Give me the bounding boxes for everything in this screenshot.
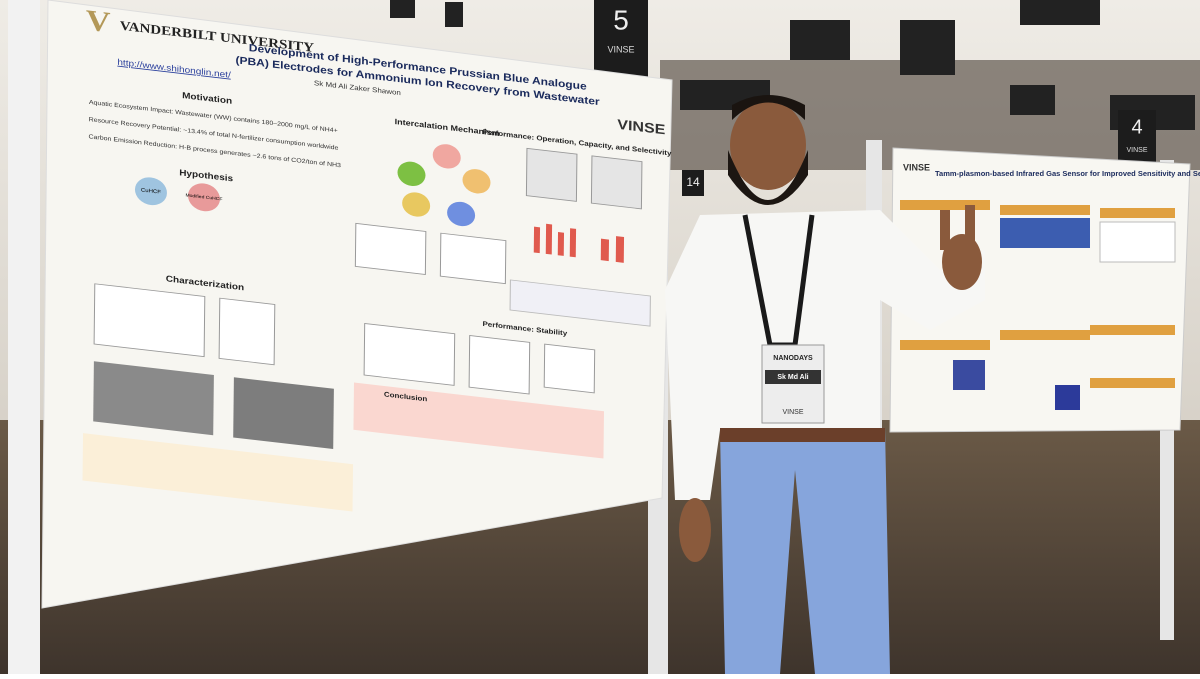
sem-image (93, 361, 214, 436)
node (134, 177, 167, 206)
sem-image (233, 377, 334, 450)
figure (218, 297, 276, 366)
node-label: Modified CuHCF (185, 193, 222, 202)
sign-brand: VINSE (1126, 147, 1147, 154)
poster-content: V VANDERBILT UNIVERSITY http://www.shiho… (82, 4, 672, 512)
sign: 14 (682, 170, 704, 196)
sign-number: 5 (613, 4, 629, 35)
node (187, 183, 220, 212)
logo-mark: V (86, 4, 111, 39)
node-label: CuHCF (141, 188, 162, 196)
badge-brand: VINSE (782, 409, 803, 416)
badge: NANODAYS Sk Md Ali VINSE (761, 344, 825, 424)
badge-event: NANODAYS (773, 355, 813, 362)
badge-name: Sk Md Ali (777, 374, 808, 381)
poster-panels (900, 200, 1176, 410)
poster-title: Tamm-plasmon-based Infrared Gas Sensor f… (935, 169, 1200, 178)
sign-brand: VINSE (607, 44, 634, 54)
note-box (82, 433, 354, 512)
sign-number: 14 (686, 175, 700, 189)
brand: VINSE (617, 117, 665, 138)
figure (93, 283, 206, 358)
conclusion-box (353, 382, 604, 459)
brand: VINSE (903, 162, 930, 172)
sign-number: 4 (1131, 116, 1142, 138)
board-post (8, 0, 40, 674)
stage-lights (390, 0, 1195, 130)
